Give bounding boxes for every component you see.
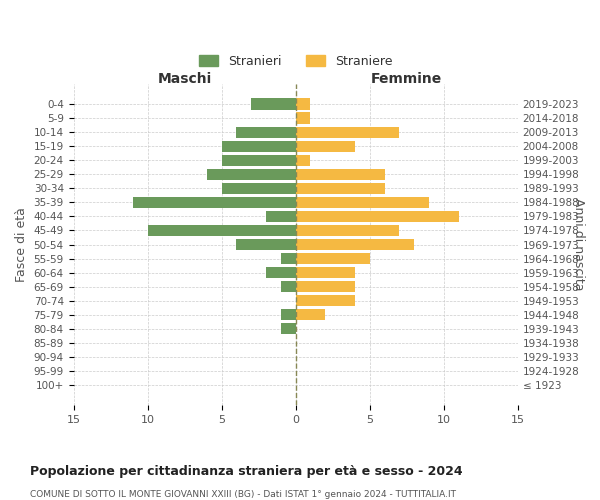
Bar [296,140,355,152]
Text: Maschi: Maschi [157,72,212,86]
Text: Femmine: Femmine [371,72,442,86]
Bar [296,182,385,194]
Bar [296,197,429,208]
Bar [251,98,296,110]
Bar [221,182,296,194]
Bar [296,281,355,292]
Bar [281,323,296,334]
Bar [207,168,296,180]
Bar [266,211,296,222]
Bar [296,168,385,180]
Text: COMUNE DI SOTTO IL MONTE GIOVANNI XXIII (BG) - Dati ISTAT 1° gennaio 2024 - TUTT: COMUNE DI SOTTO IL MONTE GIOVANNI XXIII … [30,490,456,499]
Bar [296,211,458,222]
Bar [296,267,355,278]
Y-axis label: Fasce di età: Fasce di età [15,207,28,282]
Bar [281,253,296,264]
Bar [281,281,296,292]
Text: Popolazione per cittadinanza straniera per età e sesso - 2024: Popolazione per cittadinanza straniera p… [30,465,463,478]
Bar [296,253,370,264]
Bar [296,309,325,320]
Bar [296,225,400,236]
Bar [296,239,414,250]
Legend: Stranieri, Straniere: Stranieri, Straniere [193,48,398,74]
Bar [296,154,310,166]
Bar [133,197,296,208]
Bar [236,239,296,250]
Bar [148,225,296,236]
Bar [221,140,296,152]
Bar [236,126,296,138]
Bar [221,154,296,166]
Bar [266,267,296,278]
Bar [296,126,400,138]
Y-axis label: Anni di nascita: Anni di nascita [572,198,585,291]
Bar [281,309,296,320]
Bar [296,295,355,306]
Bar [296,98,310,110]
Bar [296,112,310,124]
